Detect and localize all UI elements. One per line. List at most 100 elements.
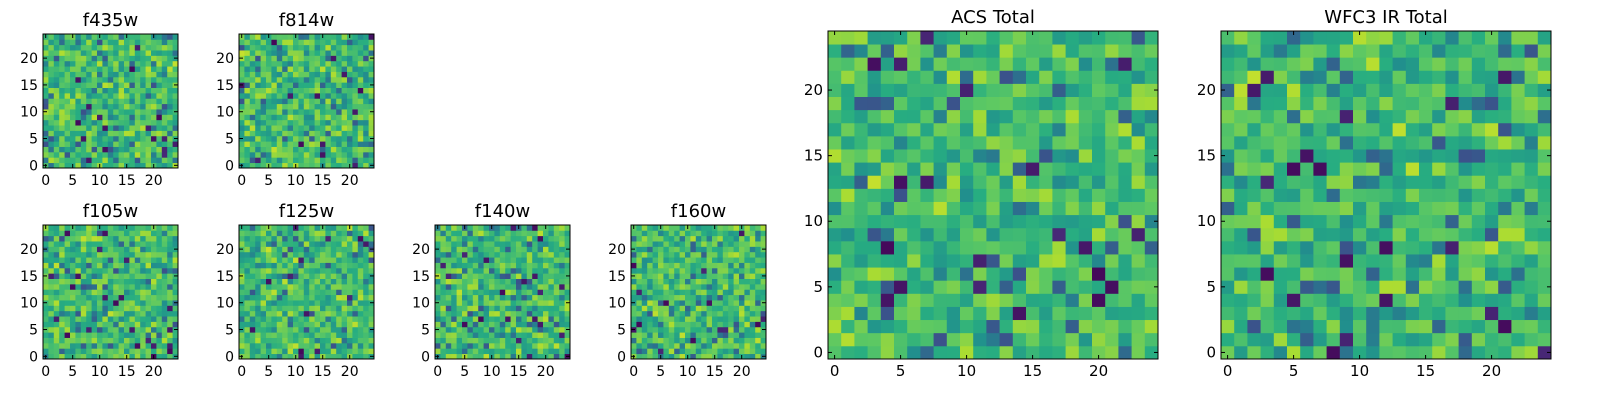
heatmap-cell xyxy=(167,55,173,62)
heatmap-cell xyxy=(674,294,680,301)
heatmap-cell xyxy=(690,289,697,296)
heatmap-cell xyxy=(113,60,119,67)
heatmap-cell xyxy=(1405,280,1420,294)
heatmap-cell xyxy=(75,71,82,78)
heatmap-cell xyxy=(1537,254,1552,268)
x-tick-label: 0 xyxy=(41,173,50,189)
heatmap-cell xyxy=(64,66,71,72)
heatmap-cell xyxy=(161,300,168,306)
heatmap-cell xyxy=(499,241,506,247)
y-tick-label: 0 xyxy=(225,349,234,365)
heatmap-cell xyxy=(1105,109,1119,124)
heatmap-cell xyxy=(532,262,538,269)
heatmap-cell xyxy=(357,92,364,99)
heatmap-cell xyxy=(1247,319,1261,334)
heatmap-cell xyxy=(472,251,479,258)
heatmap-cell xyxy=(102,135,109,142)
heatmap-cell xyxy=(64,267,71,274)
heatmap-cell xyxy=(532,257,538,263)
heatmap-cell xyxy=(80,98,87,105)
heatmap-cell xyxy=(161,135,168,142)
heatmap-cell xyxy=(86,98,92,105)
heatmap-cell xyxy=(309,342,315,349)
heatmap-cell xyxy=(679,278,686,285)
heatmap-cell xyxy=(161,342,168,349)
heatmap-cell xyxy=(920,306,934,321)
heatmap-cell xyxy=(636,316,643,322)
heatmap-cell xyxy=(244,337,251,344)
heatmap-cell xyxy=(80,348,87,355)
heatmap-cell xyxy=(510,353,517,360)
heatmap-cell xyxy=(80,230,87,237)
heatmap-cell xyxy=(151,114,157,121)
heatmap-cell xyxy=(314,353,321,360)
heatmap-cell xyxy=(341,262,348,269)
heatmap-cell xyxy=(156,316,163,322)
heatmap-cell xyxy=(494,316,501,322)
heatmap-cell xyxy=(287,241,294,247)
heatmap-cell xyxy=(140,305,146,312)
heatmap-cell xyxy=(325,66,332,72)
heatmap-cell xyxy=(907,70,921,84)
heatmap-cell xyxy=(140,353,146,360)
heatmap-cell xyxy=(239,262,245,269)
heatmap-cell xyxy=(636,342,643,349)
heatmap-cell xyxy=(440,316,447,322)
heatmap-cell xyxy=(244,353,251,360)
x-tick-label: 15 xyxy=(510,364,528,380)
heatmap-cell xyxy=(64,300,71,306)
heatmap-cell xyxy=(161,305,168,312)
heatmap-cell xyxy=(357,60,364,67)
heatmap-cell xyxy=(59,310,65,317)
heatmap-cell xyxy=(1366,293,1380,307)
heatmap-cell xyxy=(564,348,571,355)
heatmap-cell xyxy=(526,348,533,355)
heatmap-cell xyxy=(363,321,369,328)
heatmap-cell xyxy=(91,257,98,263)
heatmap-cell xyxy=(320,87,326,94)
heatmap-cell xyxy=(1131,175,1146,189)
heatmap-cell xyxy=(1326,254,1341,268)
heatmap-cell xyxy=(489,337,495,344)
heatmap-cell xyxy=(505,257,511,263)
heatmap-cell xyxy=(303,92,310,99)
heatmap-cell xyxy=(276,66,283,72)
heatmap-cell xyxy=(999,31,1014,45)
heatmap-cell xyxy=(526,257,533,263)
heatmap-cell xyxy=(70,283,76,290)
heatmap-cell xyxy=(1273,254,1288,268)
heatmap-cell xyxy=(86,60,92,67)
heatmap-cell xyxy=(167,44,173,51)
heatmap-cell xyxy=(255,337,261,344)
heatmap-cell xyxy=(140,60,146,67)
heatmap-cell xyxy=(548,305,555,312)
heatmap-cell xyxy=(293,60,299,67)
heatmap-cell xyxy=(1432,319,1446,334)
heatmap-cell xyxy=(363,71,369,78)
heatmap-cell xyxy=(706,316,713,322)
heatmap-cell xyxy=(706,332,713,338)
heatmap-cell xyxy=(91,294,98,301)
heatmap-cell xyxy=(298,337,305,344)
heatmap-cell xyxy=(167,103,173,110)
heatmap-cell xyxy=(658,283,664,290)
heatmap-cell xyxy=(53,109,60,115)
heatmap-cell xyxy=(1419,293,1433,307)
heatmap-cell xyxy=(712,246,718,253)
heatmap-cell xyxy=(451,241,457,247)
heatmap-cell xyxy=(64,71,71,78)
heatmap-cell xyxy=(320,130,326,137)
heatmap-cell xyxy=(129,294,136,301)
heatmap-cell xyxy=(271,44,278,51)
heatmap-cell xyxy=(298,267,305,274)
heatmap-cell xyxy=(739,316,745,322)
heatmap-cell xyxy=(266,71,272,78)
heatmap-cell xyxy=(505,235,511,242)
heatmap-cell xyxy=(828,96,842,111)
heatmap-cell xyxy=(249,141,256,147)
heatmap-cell xyxy=(53,310,60,317)
heatmap-cell xyxy=(134,305,141,312)
x-tick-label: 5 xyxy=(68,364,77,380)
heatmap-cell xyxy=(249,98,256,105)
heatmap-cell xyxy=(113,146,119,153)
